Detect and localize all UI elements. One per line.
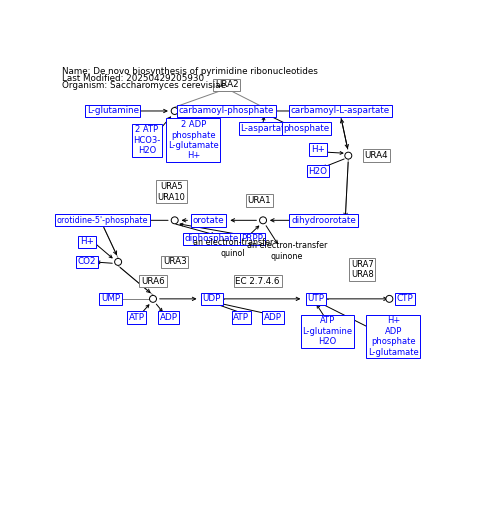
Text: URA1: URA1 bbox=[247, 196, 271, 205]
Text: URA6: URA6 bbox=[141, 277, 165, 286]
Text: phosphate: phosphate bbox=[283, 124, 329, 133]
Circle shape bbox=[115, 258, 121, 266]
Circle shape bbox=[260, 217, 266, 224]
Text: ATP: ATP bbox=[233, 313, 249, 322]
Circle shape bbox=[386, 296, 393, 302]
Text: PRPP: PRPP bbox=[241, 235, 263, 243]
Text: an electron-transfer
quinone: an electron-transfer quinone bbox=[247, 241, 327, 261]
Circle shape bbox=[260, 108, 266, 114]
Text: EC 2.7.4.6: EC 2.7.4.6 bbox=[235, 277, 280, 286]
Text: Name: De novo biosynthesis of pyrimidine ribonucleotides: Name: De novo biosynthesis of pyrimidine… bbox=[61, 67, 317, 76]
Text: UMP: UMP bbox=[101, 295, 120, 304]
Text: URA7
URA8: URA7 URA8 bbox=[351, 260, 373, 279]
Circle shape bbox=[208, 296, 216, 302]
Text: UDP: UDP bbox=[203, 295, 221, 304]
Text: orotate: orotate bbox=[193, 216, 225, 225]
Circle shape bbox=[345, 152, 352, 159]
Text: URA3: URA3 bbox=[163, 257, 187, 267]
Text: diphosphate: diphosphate bbox=[185, 235, 239, 243]
Text: Organism: Saccharomyces cerevisiae: Organism: Saccharomyces cerevisiae bbox=[61, 81, 226, 90]
Circle shape bbox=[171, 108, 178, 114]
Text: ADP: ADP bbox=[264, 313, 282, 322]
Text: URA4: URA4 bbox=[364, 151, 388, 160]
Text: UTP: UTP bbox=[307, 295, 324, 304]
Text: H2O: H2O bbox=[309, 167, 327, 175]
Text: CTP: CTP bbox=[396, 295, 413, 304]
Text: orotidine-5'-phosphate: orotidine-5'-phosphate bbox=[57, 216, 148, 225]
Text: CO2: CO2 bbox=[78, 257, 96, 267]
Text: URA5
URA10: URA5 URA10 bbox=[157, 182, 186, 201]
Text: carbamoyl-L-aspartate: carbamoyl-L-aspartate bbox=[291, 106, 390, 115]
Text: ADP: ADP bbox=[159, 313, 178, 322]
Text: H+: H+ bbox=[311, 145, 325, 154]
Text: ATP: ATP bbox=[129, 313, 145, 322]
Text: 2 ADP
phosphate
L-glutamate
H+: 2 ADP phosphate L-glutamate H+ bbox=[168, 120, 219, 160]
Text: L-aspartate: L-aspartate bbox=[240, 124, 290, 133]
Circle shape bbox=[171, 217, 178, 224]
Text: an electron-transfer
quinol: an electron-transfer quinol bbox=[192, 238, 273, 258]
Text: Last Modified: 20250429205930: Last Modified: 20250429205930 bbox=[61, 74, 204, 83]
Circle shape bbox=[312, 296, 319, 302]
Text: ATP
L-glutamine
H2O: ATP L-glutamine H2O bbox=[302, 316, 352, 346]
Text: carbamoyl-phosphate: carbamoyl-phosphate bbox=[179, 106, 274, 115]
Circle shape bbox=[149, 296, 156, 302]
Text: H+: H+ bbox=[80, 237, 94, 247]
Text: L-glutamine: L-glutamine bbox=[87, 106, 139, 115]
Text: URA2: URA2 bbox=[215, 80, 239, 89]
Text: H+
ADP
phosphate
L-glutamate: H+ ADP phosphate L-glutamate bbox=[368, 317, 419, 357]
Text: dihydroorotate: dihydroorotate bbox=[291, 216, 356, 225]
Text: 2 ATP
HCO3-
H2O: 2 ATP HCO3- H2O bbox=[133, 125, 160, 155]
